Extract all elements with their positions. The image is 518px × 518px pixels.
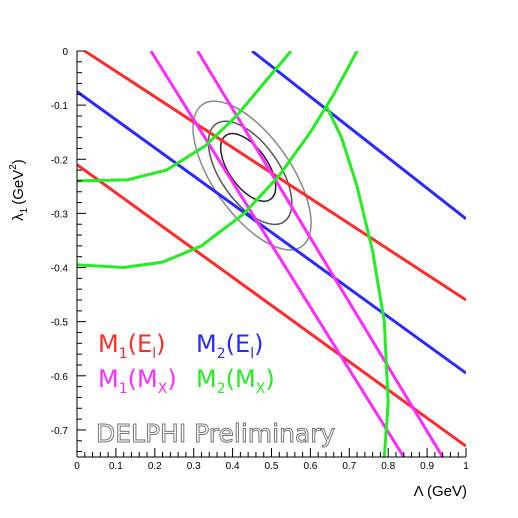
y-axis-label-close: ) bbox=[10, 159, 27, 164]
x-tick-label: 0.2 bbox=[148, 461, 162, 472]
y-axis-label-sub: 1 bbox=[19, 207, 30, 213]
y-axis-label-unit: (GeV bbox=[10, 170, 27, 205]
x-tick-label: 0.3 bbox=[187, 461, 201, 472]
contour-ellipse-1 bbox=[219, 132, 277, 202]
x-tick-label: 0.7 bbox=[342, 461, 356, 472]
y-axis-label: λ1 (GeV2) bbox=[8, 159, 30, 221]
band-line-9 bbox=[324, 104, 390, 457]
band-line-7 bbox=[77, 51, 293, 183]
contour-ellipse-3 bbox=[192, 100, 312, 251]
x-tick-label: 0.9 bbox=[420, 461, 434, 472]
legend-item-m2-mx: M2(MX) bbox=[196, 365, 275, 397]
y-tick-label: -0.4 bbox=[51, 264, 69, 275]
band-line-1 bbox=[83, 51, 466, 302]
band-line-5 bbox=[149, 51, 406, 457]
y-tick-label: -0.6 bbox=[51, 372, 69, 383]
band-line-8 bbox=[77, 51, 359, 270]
y-tick-label: -0.3 bbox=[51, 209, 69, 220]
y-tick-label: 0 bbox=[62, 47, 68, 58]
x-ticks: 0 0.1 0.2 0.3 0.4 0.5 0.6 0.7 0.8 0.9 1 bbox=[74, 448, 469, 472]
y-axis-label-sup: 2 bbox=[8, 164, 19, 170]
y-axis-label-main: λ bbox=[10, 213, 27, 221]
x-tick-label: 0.6 bbox=[303, 461, 317, 472]
y-tick-label: -0.1 bbox=[51, 101, 69, 112]
legend-item-m1-el: M1(El) bbox=[98, 330, 165, 362]
x-tick-label: 0.5 bbox=[265, 461, 279, 472]
band-line-4 bbox=[251, 51, 466, 220]
ellipse-contours bbox=[192, 100, 312, 251]
constraint-bands bbox=[77, 51, 466, 457]
contour-ellipse-2 bbox=[207, 120, 293, 226]
y-tick-label: -0.2 bbox=[51, 155, 69, 166]
y-tick-label: -0.7 bbox=[51, 426, 69, 437]
x-axis-label: Λ (GeV) bbox=[414, 483, 467, 500]
x-tick-label: 0.8 bbox=[381, 461, 395, 472]
x-tick-label: 0 bbox=[74, 461, 80, 472]
y-ticks: 0 -0.1 -0.2 -0.3 -0.4 -0.5 -0.6 -0.7 bbox=[51, 47, 86, 453]
band-line-3 bbox=[77, 90, 466, 375]
legend-item-m2-el: M2(El) bbox=[196, 330, 263, 362]
watermark: DELPHI Preliminary bbox=[96, 419, 336, 448]
legend: M1(El) M2(El) M1(MX) M2(MX) bbox=[98, 330, 275, 397]
band-line-2 bbox=[77, 163, 466, 448]
x-tick-label: 1 bbox=[463, 461, 469, 472]
x-tick-label: 0.1 bbox=[109, 461, 123, 472]
legend-item-m1-mx: M1(MX) bbox=[98, 365, 177, 397]
band-line-6 bbox=[196, 51, 444, 457]
y-tick-label: -0.5 bbox=[51, 318, 69, 329]
x-tick-label: 0.4 bbox=[226, 461, 240, 472]
